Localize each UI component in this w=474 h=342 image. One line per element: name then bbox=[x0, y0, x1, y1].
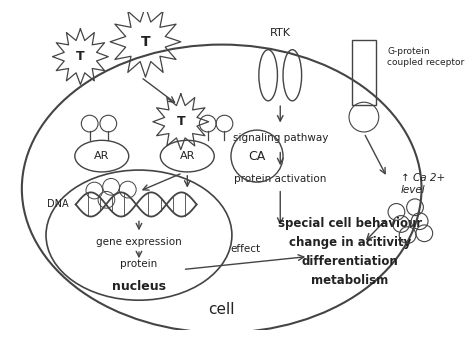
Text: protein activation: protein activation bbox=[234, 174, 327, 184]
Text: ↑ Ca 2+
level: ↑ Ca 2+ level bbox=[401, 173, 446, 195]
Text: AR: AR bbox=[94, 151, 109, 161]
Text: T: T bbox=[76, 50, 85, 63]
Text: T: T bbox=[141, 35, 150, 49]
Text: CA: CA bbox=[248, 150, 265, 163]
Text: DNA: DNA bbox=[46, 199, 68, 209]
Text: RTK: RTK bbox=[270, 27, 291, 38]
Text: effect: effect bbox=[231, 244, 261, 254]
Text: protein: protein bbox=[120, 259, 157, 269]
Text: nucleus: nucleus bbox=[112, 280, 166, 293]
Text: cell: cell bbox=[209, 302, 235, 317]
Bar bbox=[352, 40, 376, 105]
Text: special cell behaviour
change in acitivity
differentiation
metabolism: special cell behaviour change in acitivi… bbox=[278, 217, 422, 287]
Text: G-protein
coupled receptor: G-protein coupled receptor bbox=[387, 48, 465, 67]
Text: AR: AR bbox=[180, 151, 195, 161]
Text: T: T bbox=[176, 115, 185, 128]
Text: signaling pathway: signaling pathway bbox=[233, 133, 328, 143]
Text: gene expression: gene expression bbox=[96, 237, 182, 247]
